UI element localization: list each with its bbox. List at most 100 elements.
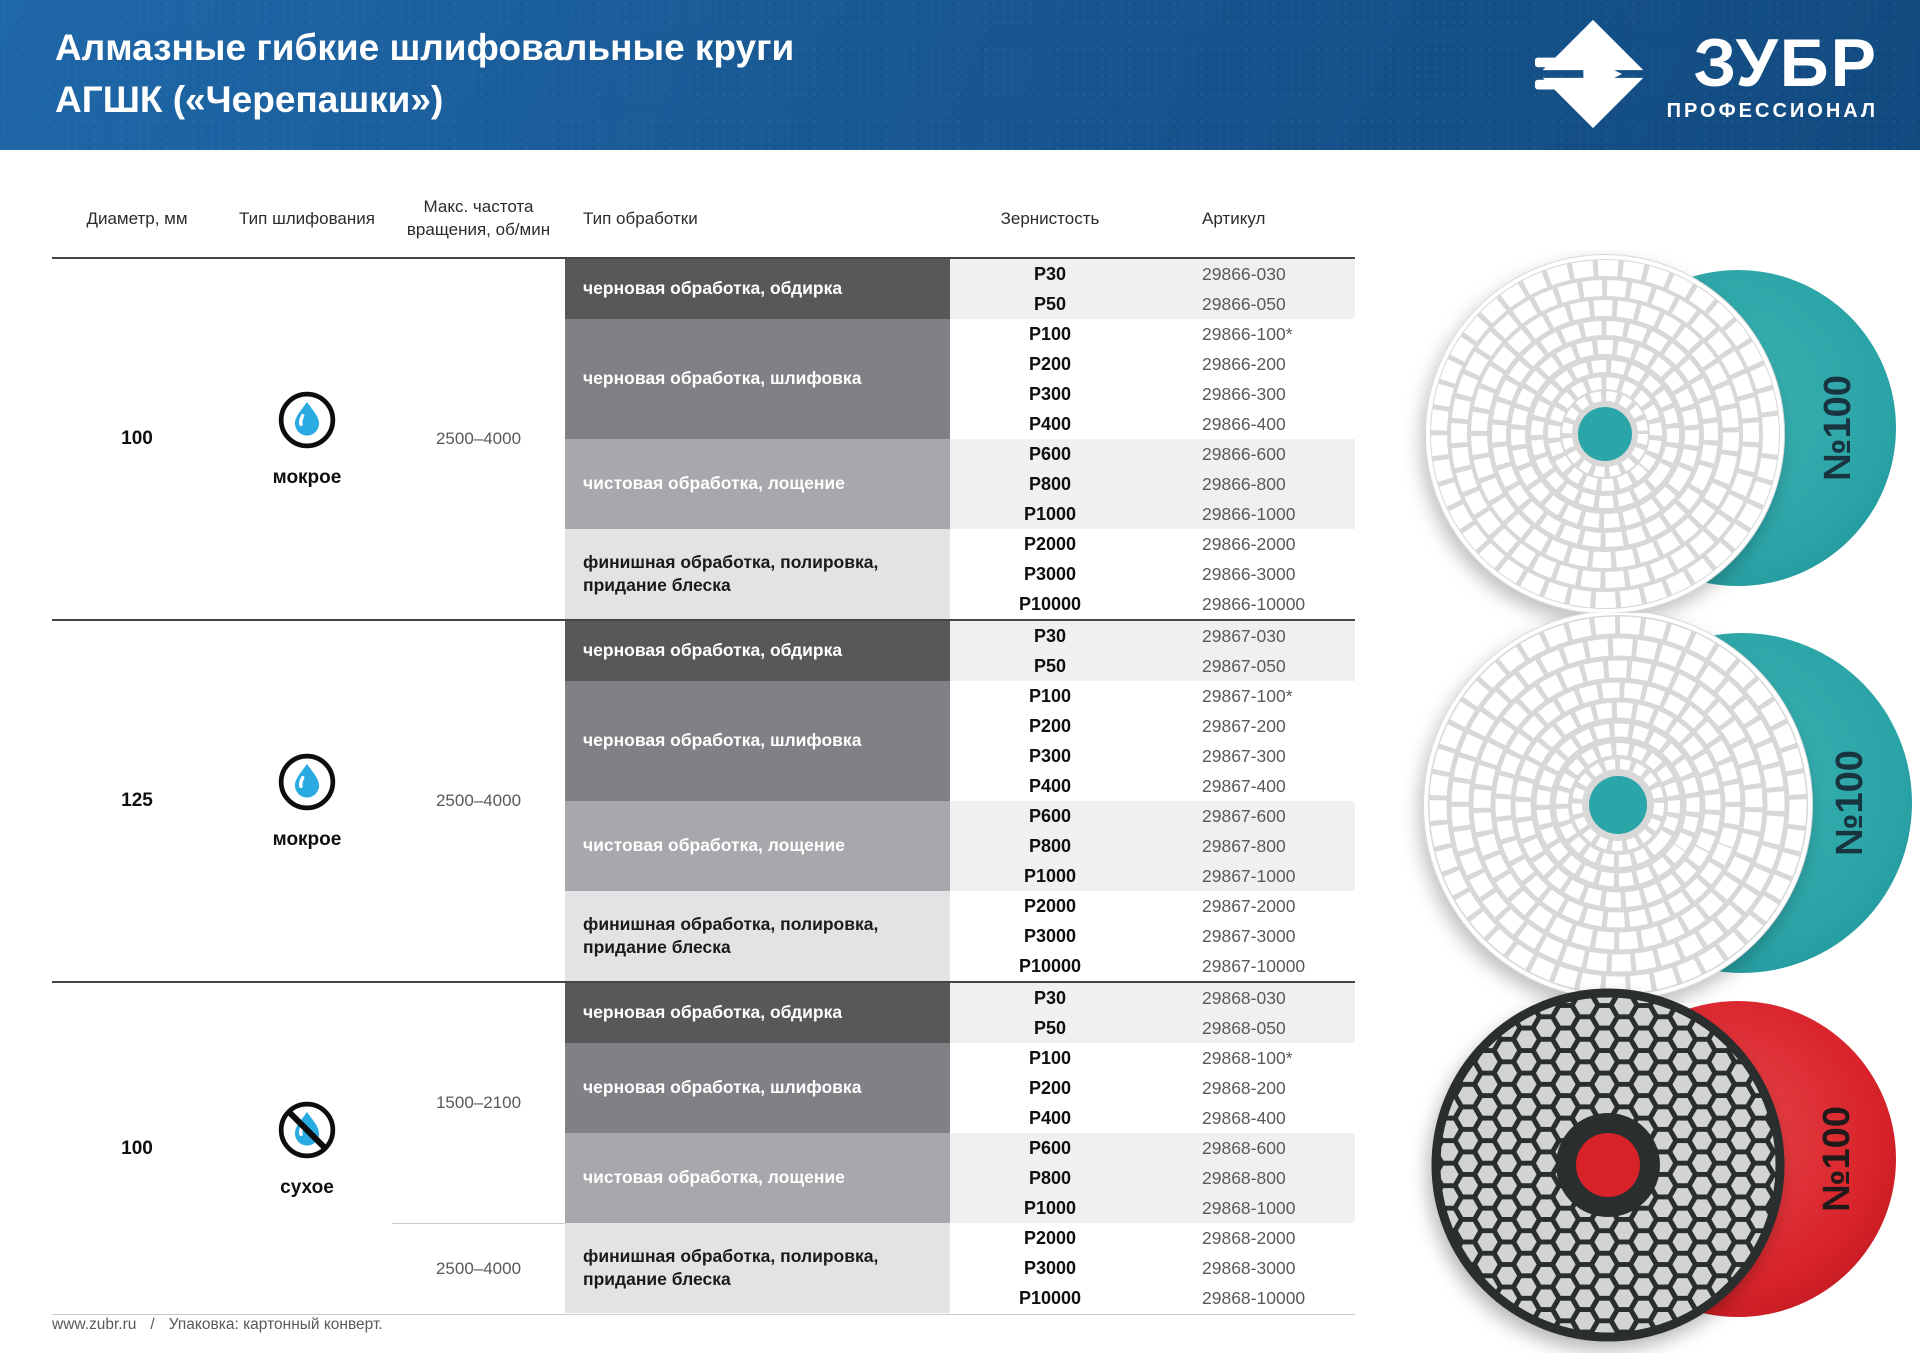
machining-block: финишная обработка, полировка, придание …	[565, 1223, 1355, 1313]
diameter-cell: 125	[52, 621, 222, 981]
sku-value: 29866-200	[1202, 353, 1286, 374]
sku-value: 29867-600	[1202, 805, 1286, 826]
wet-drop-icon-wrap	[276, 751, 338, 819]
sku-value: 29866-050	[1202, 293, 1286, 314]
table-row: P3000 29868-3000	[950, 1253, 1355, 1283]
grit-rows: P600 29867-600 P800 29867-800 P1000 29867-100…	[950, 801, 1355, 891]
machining-type-label: финишная обработка, полировка, придание …	[565, 891, 950, 981]
grit-rows: P100 29866-100* P200 29866-200 P300 29866-300…	[950, 319, 1355, 439]
table-row: P1000 29866-1000	[950, 499, 1355, 529]
speed-column: 1500–2100 2500–4000	[392, 983, 565, 1314]
table-row: P50 29868-050	[950, 1013, 1355, 1043]
table-row: P50 29866-050	[950, 289, 1355, 319]
table-row: P10000 29867-10000	[950, 951, 1355, 981]
speed-value: 1500–2100	[435, 1093, 522, 1112]
product-images-panel: №100	[1390, 0, 1920, 1357]
machining-block: черновая обработка, шлифовка P100 29868-10…	[565, 1043, 1355, 1133]
sku-value: 29868-10000	[1202, 1287, 1306, 1308]
table-row: P800 29868-800	[950, 1163, 1355, 1193]
grit-value: P3000	[1023, 925, 1077, 946]
no-water-icon	[278, 1101, 336, 1158]
wet-drop-icon	[278, 753, 336, 811]
col-header-sku: Артикул	[1202, 208, 1266, 228]
product-group: 100 мокрое 2500–4000 черновая обработка, об…	[52, 257, 1355, 619]
grit-value: P300	[1028, 383, 1072, 404]
machining-block: финишная обработка, полировка, придание …	[565, 891, 1355, 981]
machining-type-label: черновая обработка, обдирка	[565, 983, 950, 1043]
machining-type-label: финишная обработка, полировка, придание …	[565, 529, 950, 619]
pad-number-label: №100	[1817, 375, 1859, 481]
sku-value: 29868-600	[1202, 1137, 1286, 1158]
grit-value: P50	[1033, 293, 1067, 314]
col-header-speed: Макс. частота вращения, об/мин	[406, 196, 551, 239]
product-photo-pad-100-dry: №100	[1431, 988, 1896, 1342]
brand-text: ЗУБР ПРОФЕССИОНАЛ	[1667, 26, 1878, 123]
col-header-machining: Тип обработки	[583, 208, 698, 228]
grit-rows: P30 29866-030 P50 29866-050	[950, 259, 1355, 319]
sku-value: 29867-050	[1202, 655, 1286, 676]
wet-drop-icon	[278, 391, 336, 449]
grit-value: P3000	[1023, 563, 1077, 584]
sku-value: 29867-030	[1202, 625, 1286, 646]
machining-blocks: черновая обработка, обдирка P30 29866-030 P…	[565, 259, 1355, 619]
machining-type-label: чистовая обработка, лощение	[565, 1133, 950, 1223]
grit-rows: P30 29868-030 P50 29868-050	[950, 983, 1355, 1043]
speed-value: 2500–4000	[392, 1223, 565, 1314]
table-row: P1000 29867-1000	[950, 861, 1355, 891]
sku-value: 29866-800	[1202, 473, 1286, 494]
grit-rows: P100 29868-100* P200 29868-200 P400 29868-400	[950, 1043, 1355, 1133]
zubr-logo-icon	[1534, 19, 1643, 129]
sku-value: 29866-2000	[1202, 533, 1296, 554]
sku-value: 29867-800	[1202, 835, 1286, 856]
grit-value: P10000	[1018, 593, 1082, 614]
sku-value: 29867-3000	[1202, 925, 1296, 946]
sku-value: 29868-3000	[1202, 1257, 1296, 1278]
grit-value: P400	[1028, 1107, 1072, 1128]
grit-value: P30	[1033, 263, 1067, 284]
sku-value: 29868-030	[1202, 987, 1286, 1008]
site-link[interactable]: www.zubr.ru	[52, 1316, 137, 1333]
grit-value: P10000	[1018, 955, 1082, 976]
machining-type-label: чистовая обработка, лощение	[565, 801, 950, 891]
diameter-value: 125	[121, 790, 153, 811]
sku-value: 29868-2000	[1202, 1227, 1296, 1248]
center-hole	[1576, 1133, 1640, 1197]
pad-number-label: №100	[1816, 1106, 1858, 1212]
table-row: P600 29866-600	[950, 439, 1355, 469]
packaging-note: Упаковка: картонный конверт.	[168, 1316, 383, 1333]
product-group: 100 сухое 1500–2100 2500–4000 черновая обраб…	[52, 981, 1355, 1314]
col-header-diameter: Диаметр, мм	[86, 208, 188, 228]
sku-value: 29868-1000	[1202, 1197, 1296, 1218]
brand-subtitle: ПРОФЕССИОНАЛ	[1666, 99, 1878, 122]
machining-blocks: черновая обработка, обдирка P30 29867-030 P…	[565, 621, 1355, 981]
grit-value: P1000	[1023, 1197, 1077, 1218]
sku-value: 29867-200	[1202, 715, 1286, 736]
sku-value: 29868-800	[1202, 1167, 1286, 1188]
grit-value: P2000	[1023, 895, 1077, 916]
page-title: Алмазные гибкие шлифовальные круги АГШК …	[55, 22, 794, 126]
machining-type-label: черновая обработка, шлифовка	[565, 1043, 950, 1133]
footer-separator: /	[150, 1316, 155, 1333]
sku-value: 29868-100*	[1202, 1047, 1293, 1068]
grit-value: P3000	[1023, 1257, 1077, 1278]
grit-rows: P2000 29868-2000 P3000 29868-3000 P10000 2986…	[950, 1223, 1355, 1313]
grit-rows: P600 29866-600 P800 29866-800 P1000 29866-100…	[950, 439, 1355, 529]
grit-value: P300	[1028, 745, 1072, 766]
sku-value: 29866-600	[1202, 443, 1286, 464]
grit-rows: P30 29867-030 P50 29867-050	[950, 621, 1355, 681]
table-row: P10000 29868-10000	[950, 1283, 1355, 1313]
table-row: P300 29867-300	[950, 741, 1355, 771]
grit-rows: P600 29868-600 P800 29868-800 P1000 29868-100…	[950, 1133, 1355, 1223]
grit-value: P800	[1028, 835, 1072, 856]
table-row: P100 29866-100*	[950, 319, 1355, 349]
machining-type-label: чистовая обработка, лощение	[565, 439, 950, 529]
table-row: P1000 29868-1000	[950, 1193, 1355, 1223]
machining-block: чистовая обработка, лощение P600 29866-600…	[565, 439, 1355, 529]
table-header-row: Диаметр, мм Тип шлифования Макс. частота…	[52, 180, 1355, 257]
grit-value: P1000	[1023, 503, 1077, 524]
sku-value: 29867-300	[1202, 745, 1286, 766]
grit-value: P600	[1028, 1137, 1072, 1158]
table-row: P400 29866-400	[950, 409, 1355, 439]
page-footer: www.zubr.ru / Упаковка: картонный конвер…	[52, 1316, 383, 1334]
